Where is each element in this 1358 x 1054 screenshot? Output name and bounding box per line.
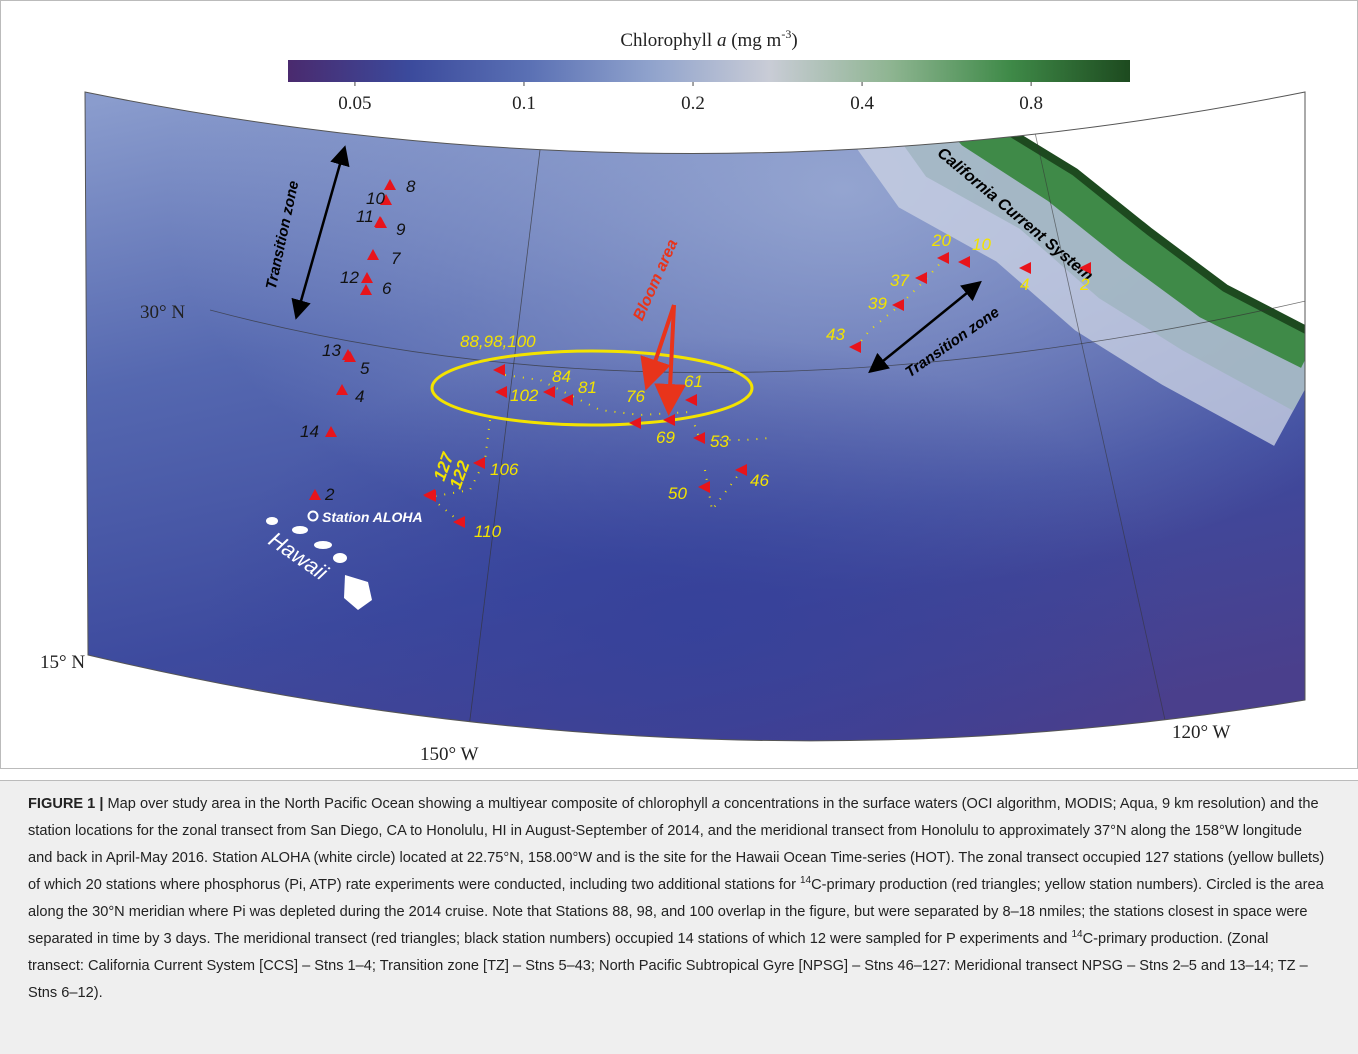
- station-label: 2: [1079, 275, 1090, 294]
- caption-segment: a: [712, 796, 720, 812]
- colorbar-title-text: Chlorophyll: [620, 30, 712, 51]
- station-label: 5: [360, 359, 370, 378]
- station-label: 50: [668, 484, 687, 503]
- page: Figure 1 { "colorbar": { "title": {"text…: [0, 0, 1358, 1054]
- station-label: 69: [656, 428, 675, 447]
- colorbar: 0.05 0.1 0.2 0.4 0.8: [288, 60, 1130, 114]
- station-label: 2: [324, 485, 335, 504]
- caption-segment: FIGURE 1 |: [28, 796, 103, 812]
- colorbar-title-variable: a: [717, 30, 727, 51]
- caption-segment: 14: [1071, 929, 1082, 940]
- figure: Transition zone Transition zone Bloom ar…: [0, 0, 1358, 1054]
- colorbar-title-close: ): [791, 30, 797, 51]
- caption-segment: 14: [800, 875, 811, 886]
- colorbar-tick-label: 0.2: [681, 93, 705, 114]
- station-label: 4: [355, 387, 364, 406]
- station-label: 9: [396, 220, 406, 239]
- station-label: 13: [322, 341, 341, 360]
- station-label: 88,98,100: [460, 332, 536, 351]
- island: [292, 526, 308, 534]
- lat-label: 15° N: [40, 652, 85, 673]
- lon-label: 120° W: [1172, 722, 1231, 743]
- map-figure: Transition zone Transition zone Bloom ar…: [0, 0, 1358, 770]
- station-label: 53: [710, 432, 729, 451]
- station-label: 8: [406, 177, 416, 196]
- caption-segment: Map over study area in the North Pacific…: [103, 796, 711, 812]
- station-label: 10: [972, 235, 991, 254]
- station-label: 7: [391, 249, 401, 268]
- island: [266, 517, 278, 525]
- colorbar-tick-label: 0.1: [512, 93, 536, 114]
- colorbar-tick-label: 0.05: [338, 93, 371, 114]
- station-label: 10: [366, 189, 385, 208]
- colorbar-tick-label: 0.4: [850, 93, 874, 114]
- lon-label: 150° W: [420, 744, 479, 765]
- colorbar-title-unit: (mg m: [731, 30, 781, 51]
- station-label: 46: [750, 471, 769, 490]
- lat-label: 30° N: [140, 302, 185, 323]
- station-label: 39: [868, 294, 887, 313]
- station-label: 12: [340, 268, 359, 287]
- island: [314, 541, 332, 549]
- station-label: 102: [510, 386, 539, 405]
- colorbar-ramp: [288, 60, 1130, 82]
- colorbar-title-exponent: -3: [781, 27, 791, 41]
- map-area: [80, 80, 1310, 770]
- station-label: 106: [490, 460, 519, 479]
- station-label: 61: [684, 372, 703, 391]
- colorbar-title: Chlorophyll a (mg m-3): [620, 27, 797, 51]
- station-label: 11: [356, 207, 374, 226]
- station-label: 4: [1020, 275, 1029, 294]
- caption: FIGURE 1 | Map over study area in the No…: [0, 780, 1358, 1054]
- annotation: Station ALOHA: [322, 509, 423, 525]
- station-label: 37: [890, 271, 909, 290]
- colorbar-tick-label: 0.8: [1019, 93, 1043, 114]
- station-label: 84: [552, 367, 571, 386]
- station-label: 43: [826, 325, 845, 344]
- island: [333, 553, 347, 563]
- station-label: 6: [382, 279, 392, 298]
- station-label: 110: [474, 522, 502, 541]
- station-label: 81: [578, 378, 597, 397]
- station-label: 76: [626, 387, 645, 406]
- station-label: 14: [300, 422, 319, 441]
- station-label: 20: [931, 231, 951, 250]
